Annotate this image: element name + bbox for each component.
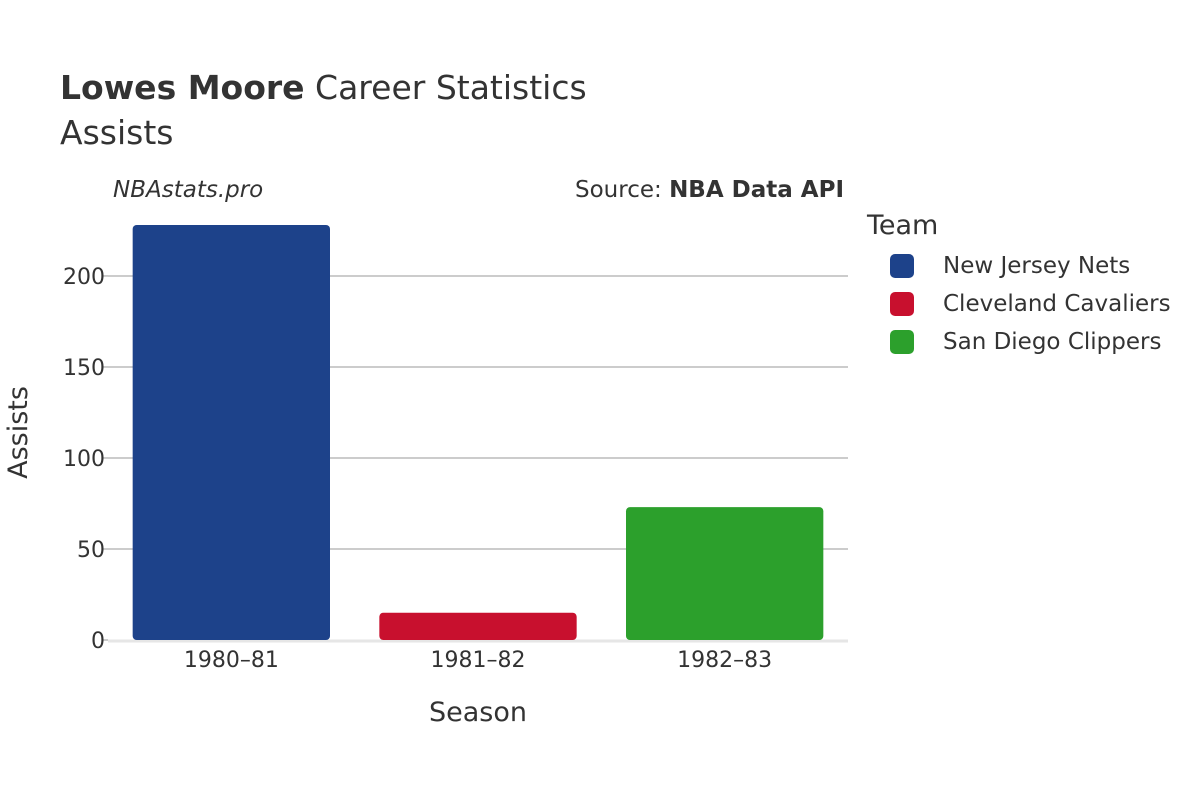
chart-title: Lowes Moore Career Statistics (60, 68, 587, 108)
legend-label: San Diego Clippers (943, 329, 1162, 355)
bar (626, 507, 824, 640)
legend-item[interactable]: Cleveland Cavaliers (890, 289, 1171, 319)
y-tick-label: 0 (91, 629, 105, 654)
player-name: Lowes Moore (60, 68, 305, 107)
source-prefix: Source: (575, 177, 670, 203)
x-tick-label: 1981–82 (431, 648, 526, 673)
y-tick-label: 100 (63, 447, 105, 472)
legend-item[interactable]: New Jersey Nets (890, 251, 1130, 281)
legend-swatch (890, 330, 914, 354)
legend-swatch (890, 292, 914, 316)
y-tick-label: 200 (63, 265, 105, 290)
source-name: NBA Data API (669, 177, 844, 203)
x-axis-title: Season (429, 697, 527, 728)
watermark: NBAstats.pro (113, 177, 264, 203)
x-tick-label: 1980–81 (184, 648, 279, 673)
title-rest: Career Statistics (315, 68, 587, 107)
bar (132, 225, 330, 640)
legend-item[interactable]: San Diego Clippers (890, 327, 1161, 357)
legend-swatch (890, 254, 914, 278)
x-tick-label: 1982–83 (677, 648, 772, 673)
bar (379, 612, 577, 640)
source-credit: Source: NBA Data API (575, 177, 844, 203)
y-axis-title: Assists (3, 386, 34, 479)
y-tick-label: 150 (63, 356, 105, 381)
legend-title: Team (867, 210, 939, 241)
chart-subtitle: Assists (60, 113, 174, 152)
legend-label: Cleveland Cavaliers (943, 291, 1171, 317)
legend-label: New Jersey Nets (943, 253, 1131, 279)
y-tick-label: 50 (77, 538, 105, 563)
